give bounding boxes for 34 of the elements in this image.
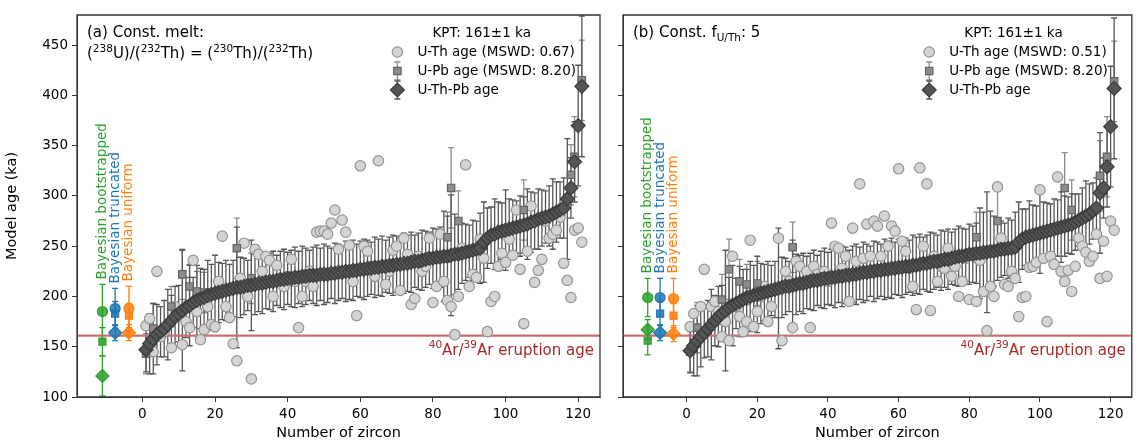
x-tick-label: 80 xyxy=(424,404,442,421)
x-tick-label: 20 xyxy=(748,404,766,421)
legend-label: U-Th-Pb age xyxy=(949,80,1031,97)
x-tick-label: 60 xyxy=(351,404,369,421)
x-tick-label: 60 xyxy=(890,404,908,421)
legend-title: KPT: 161±1 ka xyxy=(432,24,531,40)
y-tick-label: 400 xyxy=(42,85,68,102)
y-tick-label: 350 xyxy=(42,136,68,153)
y-tick-label: 150 xyxy=(42,337,68,354)
y-tick-label: 250 xyxy=(42,236,68,253)
y-tick-label: 100 xyxy=(42,387,68,404)
y-axis-title: Model age (ka) xyxy=(3,151,20,261)
legend-label: U-Th age (MSWD: 0.51) xyxy=(949,42,1107,59)
x-tick-label: 40 xyxy=(279,404,297,421)
x-axis-title: Number of zircon xyxy=(276,424,401,441)
legend-label: U-Pb age (MSWD: 8.20) xyxy=(949,61,1108,78)
x-tick-label: 100 xyxy=(1027,404,1053,421)
y-tick-label: 300 xyxy=(42,186,68,203)
x-tick-label: 20 xyxy=(206,404,224,421)
x-tick-label: 0 xyxy=(138,404,147,421)
legend-title: KPT: 161±1 ka xyxy=(964,24,1063,40)
x-tick-label: 0 xyxy=(682,404,691,421)
y-tick-label: 200 xyxy=(42,286,68,303)
annotation: (a) Const. melt: xyxy=(87,23,204,41)
x-tick-label: 80 xyxy=(960,404,978,421)
x-tick-label: 120 xyxy=(1097,404,1124,421)
y-tick-label: 450 xyxy=(42,35,68,52)
x-tick-label: 40 xyxy=(819,404,837,421)
x-axis-title: Number of zircon xyxy=(815,424,940,441)
legend-label: U-Pb age (MSWD: 8.20) xyxy=(417,61,577,78)
legend-label: U-Th age (MSWD: 0.67) xyxy=(417,42,575,59)
x-tick-label: 100 xyxy=(492,404,519,421)
x-tick-label: 120 xyxy=(565,404,592,421)
legend-label: U-Th-Pb age xyxy=(417,80,499,97)
